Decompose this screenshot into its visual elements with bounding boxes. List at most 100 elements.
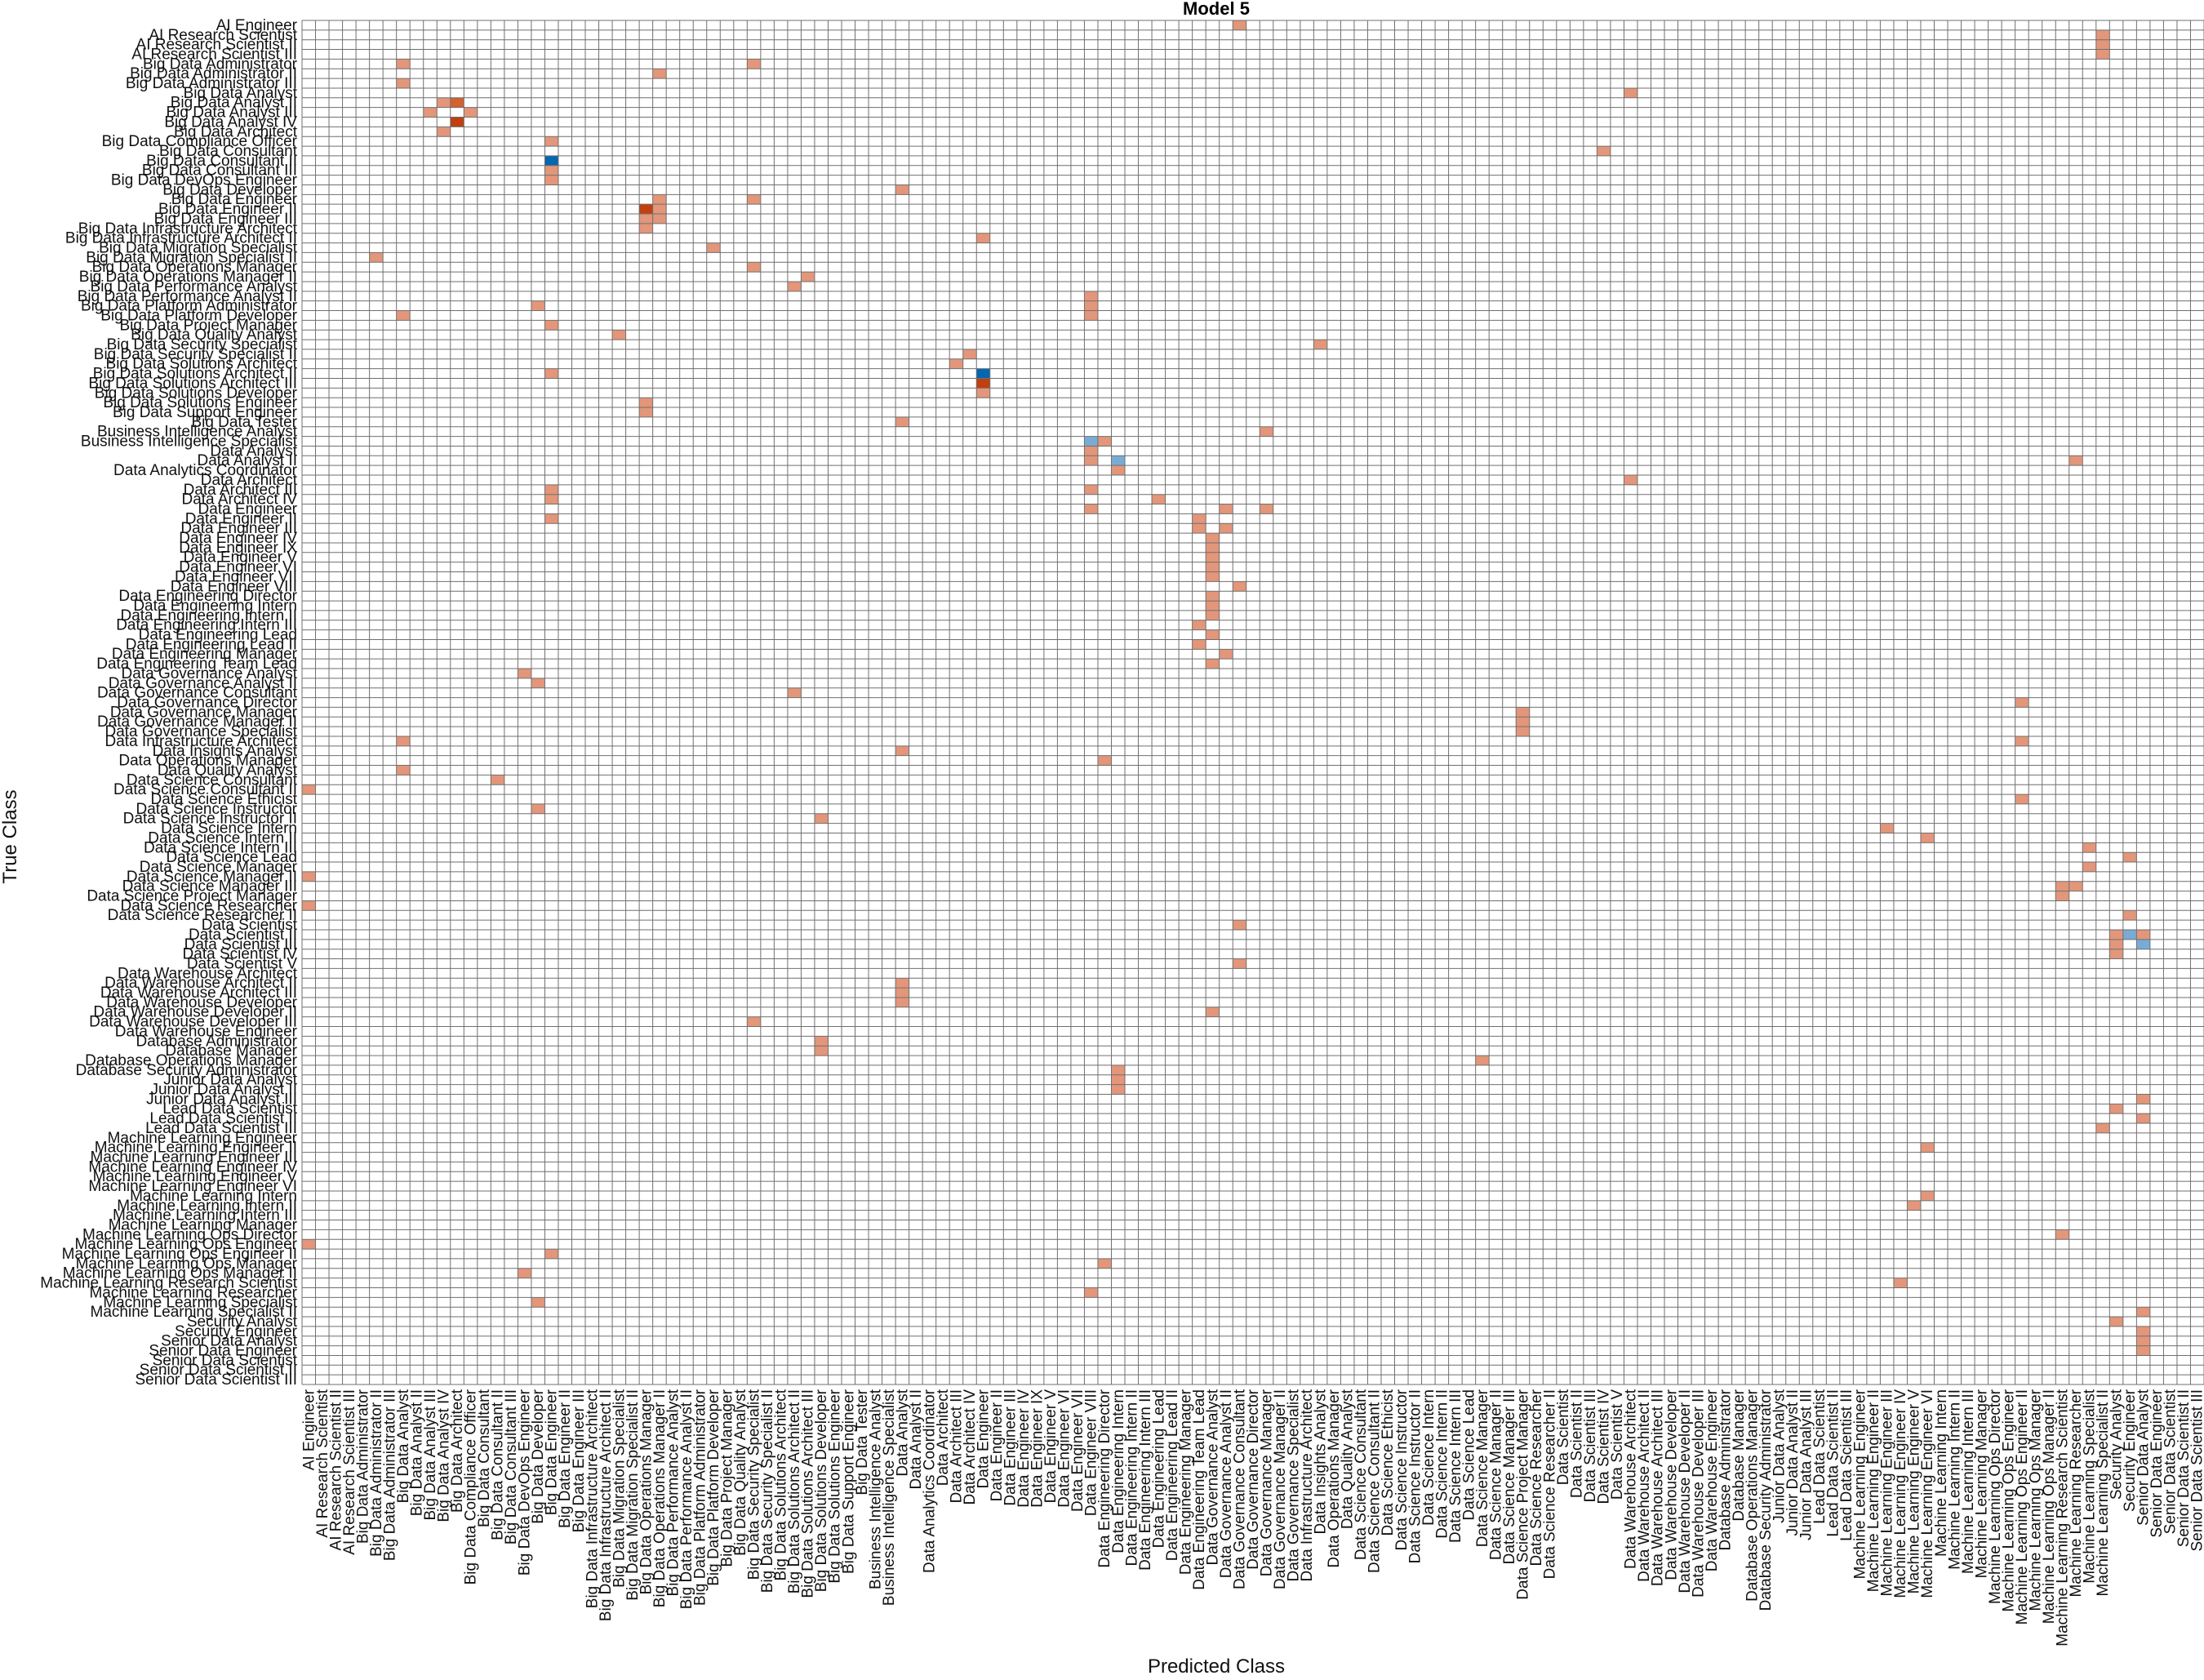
x-tick-label: Data Science Consultant II (1366, 1389, 1384, 1573)
x-tick-label: Data Science Manager II (1487, 1389, 1504, 1560)
heatmap-cell (1206, 533, 1220, 543)
x-tick-label: Big Data Solutions Architect (773, 1389, 790, 1580)
x-tick-label: Data Engineer II (989, 1389, 1006, 1501)
x-tick-label: Big Data Architect (449, 1389, 466, 1513)
heatmap-cell (544, 175, 558, 185)
x-tick-label: Big Data Engineer III (571, 1389, 588, 1532)
x-tick-label: Machine Learning Ops Manager II (2041, 1389, 2058, 1624)
heatmap-cell (544, 320, 558, 331)
heatmap-cell (302, 871, 316, 882)
x-tick-label: Machine Learning Ops Engineer (2000, 1389, 2017, 1611)
heatmap-cell (1233, 20, 1246, 30)
y-tick-label: Data Science Consultant (127, 771, 298, 789)
heatmap-cell (396, 59, 411, 69)
heatmap-cell (1920, 833, 1935, 843)
x-tick-label: Data Engineering Team Lead (1191, 1389, 1208, 1590)
x-tick-label: Data Scientist IV (1596, 1389, 1613, 1504)
x-tick-label: Junior Data Analyst II (1784, 1389, 1802, 1536)
y-tick-label: Data Scientist (202, 917, 298, 934)
heatmap-cell (396, 310, 411, 321)
x-tick-label: Data Science Intern (1420, 1389, 1437, 1526)
x-tick-label: Data Science Manager (1474, 1389, 1491, 1547)
heatmap-cell (1111, 1084, 1126, 1095)
heatmap-cell (2082, 842, 2096, 853)
x-tick-label: Data Warehouse Developer (1663, 1389, 1680, 1580)
y-tick-label: Data Quality Analyst (158, 762, 298, 779)
heatmap-cell (1084, 300, 1098, 311)
x-tick-label: Big Data Solutions Developer (813, 1389, 830, 1592)
x-tick-label: Data Infrastructure Architect (1299, 1389, 1316, 1581)
x-tick-label: Junior Data Analyst III (1798, 1389, 1815, 1540)
x-tick-label: Machine Learning Engineer III (1879, 1389, 1896, 1597)
heatmap-cell (639, 223, 653, 233)
x-tick-label: Data Warehouse Architect (1623, 1389, 1640, 1569)
heatmap-cell (2055, 891, 2069, 901)
y-tick-label: Machine Learning Engineer II (95, 1140, 297, 1157)
y-tick-label: Big Data Project Manager (119, 317, 297, 334)
heatmap-cell (2095, 1123, 2110, 1133)
y-tick-label: Big Data Solutions Engineer (103, 394, 297, 411)
y-tick-label: Big Data Engineer III (154, 211, 297, 228)
x-tick-label: Big Data Migration Specialist (611, 1389, 628, 1588)
heatmap-cell (895, 184, 909, 195)
heatmap-cell (787, 687, 802, 698)
heatmap-cell (652, 204, 667, 215)
x-tick-label: Big Data Solutions Architect III (800, 1389, 817, 1598)
y-tick-label: Data Engineering Intern (133, 598, 297, 615)
x-tick-label: Data Science Ethicist (1380, 1389, 1397, 1536)
x-tick-label: Business Intelligence Specialist (881, 1389, 898, 1606)
x-tick-label: Security Analyst (2108, 1389, 2126, 1500)
y-tick-label: Senior Data Scientist II (140, 1362, 297, 1379)
heatmap-cell (531, 300, 545, 311)
y-tick-label: Big Data Performance Analyst II (78, 288, 297, 305)
x-tick-label: Big Data Administrator II (368, 1389, 385, 1557)
heatmap-cell (2109, 1317, 2123, 1327)
y-tick-label: Big Data Consultant (159, 143, 298, 160)
y-tick-label: Junior Data Analyst II (150, 1082, 297, 1099)
x-tick-label: Big Data Platform Developer (705, 1389, 722, 1585)
y-tick-label: Big Data Solutions Developer (95, 384, 298, 402)
heatmap-cell (1084, 1287, 1098, 1298)
y-tick-label: Database Security Administrator (76, 1062, 298, 1079)
heatmap-cell (2136, 1113, 2150, 1124)
x-tick-label: Senior Data Scientist (2162, 1389, 2180, 1534)
y-tick-label: Data Warehouse Developer II (93, 1004, 297, 1021)
y-tick-label: Machine Learning Intern III (113, 1207, 297, 1224)
heatmap-cell (544, 494, 558, 504)
heatmap-cell (814, 1046, 829, 1056)
heatmap-cell (976, 368, 990, 379)
y-tick-label: Big Data Platform Developer (100, 307, 297, 324)
y-tick-label: Data Architect IV (181, 491, 297, 509)
x-tick-label: Lead Data Scientist II (1825, 1389, 1842, 1537)
x-tick-label: Machine Learning Researcher (2068, 1389, 2085, 1597)
x-tick-label: Data Architect IV (962, 1389, 979, 1505)
heatmap-cell (639, 214, 653, 224)
x-tick-label: Data Architect III (948, 1389, 965, 1503)
y-tick-label: Lead Data Scientist II (149, 1110, 297, 1127)
y-tick-label: Data Engineer VII (175, 568, 297, 585)
y-tick-label: Big Data Solutions Architect (106, 356, 298, 373)
heatmap-cell (423, 107, 438, 118)
x-tick-label: Data Science Researcher (1528, 1389, 1545, 1566)
y-tick-label: Big Data Architect (174, 123, 298, 140)
heatmap-cell (1233, 581, 1246, 592)
heatmap-cell (2136, 1345, 2150, 1356)
heatmap-cell (639, 407, 653, 417)
heatmap-cell (491, 775, 504, 785)
x-tick-label: Security Engineer (2122, 1389, 2139, 1512)
x-tick-label: Big Data Analyst IV (436, 1389, 453, 1522)
heatmap-cell (1192, 639, 1206, 650)
x-tick-label: AI Engineer (300, 1389, 318, 1470)
x-tick-label: Data Engineer VI (1056, 1389, 1073, 1508)
x-tick-label: Senior Data Scientist III (2189, 1389, 2204, 1552)
heatmap-cell (1219, 523, 1233, 534)
y-tick-label: Data Warehouse Architect (118, 965, 298, 982)
y-tick-label: Big Data Engineer (171, 191, 298, 208)
x-tick-label: Data Analyst (894, 1389, 911, 1476)
x-tick-label: Data Engineer III (1002, 1389, 1020, 1506)
heatmap-cell (544, 513, 558, 524)
y-tick-label: Data Scientist III (184, 936, 297, 953)
heatmap-cell (2095, 29, 2110, 40)
heatmap-cell (531, 803, 545, 814)
